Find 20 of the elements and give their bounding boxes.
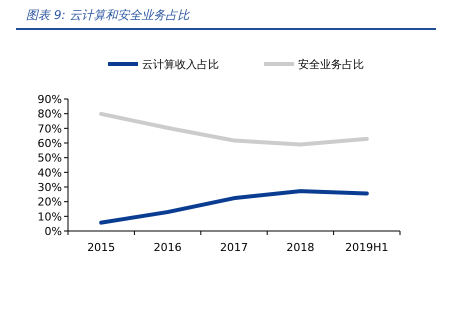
- x-tick-label: 2018: [286, 241, 314, 254]
- y-tick-label: 10%: [38, 210, 62, 224]
- y-tick-label: 30%: [38, 181, 62, 194]
- x-tick-label: 2019H1: [345, 241, 388, 254]
- y-tick-label: 70%: [38, 122, 62, 136]
- y-tick-label: 40%: [38, 166, 62, 180]
- legend-label: 安全业务占比: [298, 58, 364, 71]
- y-tick-label: 80%: [38, 108, 62, 121]
- chart-title: 图表 9: 云计算和安全业务占比: [26, 8, 190, 22]
- x-tick-label: 2017: [220, 241, 248, 254]
- y-tick-label: 0%: [44, 225, 62, 238]
- x-tick-label: 2015: [87, 241, 116, 254]
- line-series: [99, 112, 369, 146]
- y-tick-label: 90%: [38, 93, 62, 106]
- line-series: [99, 189, 369, 225]
- y-tick-label: 50%: [38, 152, 62, 165]
- x-tick-label: 2016: [154, 241, 182, 254]
- y-tick-label: 60%: [38, 137, 62, 150]
- legend-label: 云计算收入占比: [142, 58, 219, 71]
- y-tick-label: 20%: [38, 196, 62, 209]
